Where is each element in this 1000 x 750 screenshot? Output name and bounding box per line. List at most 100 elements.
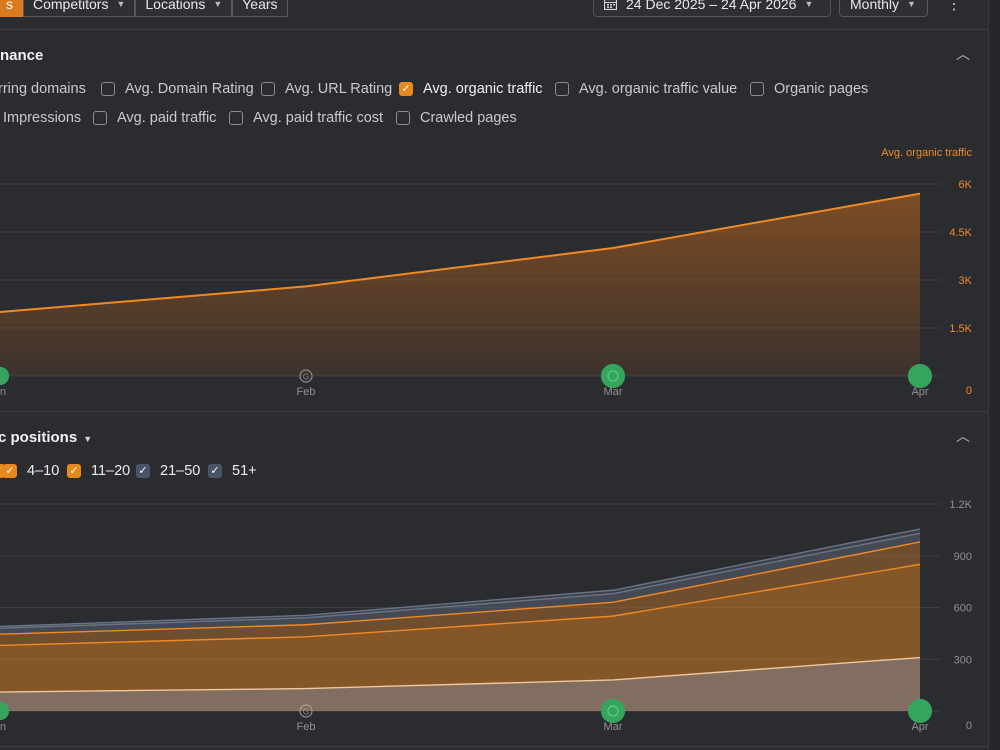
x-tick-label: Apr (911, 386, 928, 398)
annotation-marker (601, 699, 625, 723)
scrollbar[interactable] (988, 0, 1000, 750)
organic-traffic-chart[interactable]: Avg. organic traffic 6K 4.5K 3K 1.5K 0 an Feb Ma… (0, 140, 988, 405)
date-range-picker[interactable]: 24 Dec 2025 – 24 Apr 2026 ▼ (593, 0, 831, 17)
calendar-icon (604, 0, 617, 10)
filter-51-plus[interactable]: ✓ 51+ (208, 462, 257, 480)
divider (0, 746, 988, 747)
checkbox[interactable] (229, 111, 243, 125)
y-axis-title: Avg. organic traffic (881, 147, 972, 159)
checkbox-checked[interactable]: ✓ (399, 82, 413, 96)
checkbox[interactable] (261, 82, 275, 96)
google-letter: G (303, 708, 309, 717)
x-tick-label: Mar (604, 386, 623, 398)
y-tick-label: 1.5K (949, 323, 972, 335)
annotation-marker (0, 702, 9, 720)
x-tick-label: Mar (604, 721, 623, 733)
annotation-marker (0, 367, 9, 385)
metric-avg-paid-traffic[interactable]: Avg. paid traffic (93, 109, 216, 127)
x-tick-label: Feb (297, 721, 316, 733)
tab-years[interactable]: Years (232, 0, 288, 17)
y-tick-label: 300 (954, 654, 972, 666)
metric-label: Crawled pages (420, 110, 517, 126)
x-tick-label: Apr (911, 721, 928, 733)
divider (0, 29, 988, 30)
metric-avg-domain-rating[interactable]: Avg. Domain Rating (101, 80, 254, 98)
filter-4-10[interactable]: ✓ 4–10 (3, 462, 59, 480)
x-tick-label: an (0, 721, 6, 733)
filter-label: 4–10 (27, 463, 60, 479)
metric-label: Avg. organic traffic value (579, 81, 738, 97)
filter-21-50[interactable]: ✓ 21–50 (136, 462, 200, 480)
more-vertical-icon[interactable]: ⋮ (946, 0, 962, 13)
chevron-down-icon: ▼ (116, 0, 126, 9)
tab-overview[interactable]: s (0, 0, 23, 17)
series-line (0, 563, 921, 647)
filter-label: 11–20 (91, 463, 131, 479)
date-range-label: 24 Dec 2025 – 24 Apr 2026 (626, 0, 797, 12)
checkbox-checked[interactable]: ✓ (3, 464, 17, 478)
metric-crawled-pages[interactable]: Crawled pages (396, 109, 517, 127)
metric-label: Avg. paid traffic cost (253, 110, 384, 126)
checkbox[interactable] (750, 82, 764, 96)
tab-label: Competitors (33, 0, 109, 12)
filter-label: 21–50 (160, 463, 201, 479)
metric-avg-organic-traffic[interactable]: ✓ Avg. organic traffic (399, 80, 543, 98)
tab-group: s Competitors ▼ Locations ▼ Years (0, 0, 288, 17)
metric-avg-url-rating[interactable]: Avg. URL Rating (261, 80, 392, 98)
series-line (0, 541, 921, 635)
y-tick-label: 0 (966, 385, 972, 397)
series-line (0, 528, 921, 628)
annotation-marker (908, 699, 932, 723)
filter-11-20[interactable]: ✓ 11–20 (67, 462, 130, 480)
checkbox[interactable] (101, 82, 115, 96)
filter-label: 51+ (232, 463, 257, 479)
metric-avg-organic-traffic-value[interactable]: Avg. organic traffic value (555, 80, 737, 98)
checkbox[interactable] (555, 82, 569, 96)
series-line (0, 656, 921, 693)
checkbox-checked[interactable]: ✓ (67, 464, 81, 478)
tab-label: Locations (145, 0, 206, 12)
tab-label: Years (242, 0, 278, 12)
chevron-down-icon: ▼ (907, 0, 916, 9)
series-area (0, 193, 920, 376)
toolbar: s Competitors ▼ Locations ▼ Years 24 Dec 2… (0, 0, 1000, 28)
chevron-down-icon: ▼ (213, 0, 223, 9)
checkbox[interactable] (93, 111, 107, 125)
y-tick-label: 4.5K (949, 227, 972, 239)
metric-avg-paid-traffic-cost[interactable]: Avg. paid traffic cost (229, 109, 383, 127)
y-tick-label: 3K (959, 275, 973, 287)
organic-positions-chart[interactable]: 1.2K 900 600 300 0 an Feb Mar Apr G (0, 495, 988, 745)
chevron-up-icon[interactable]: ︿ (956, 46, 970, 62)
y-tick-label: 600 (954, 603, 972, 615)
annotation-marker (601, 364, 625, 388)
checkbox-checked[interactable]: ✓ (136, 464, 150, 478)
metric-impressions[interactable]: Impressions (3, 109, 81, 127)
metric-referring-domains[interactable]: rring domains (0, 80, 86, 98)
google-letter: G (303, 373, 309, 382)
y-tick-label: 0 (966, 720, 972, 732)
tab-locations[interactable]: Locations ▼ (135, 0, 233, 17)
annotation-ring (607, 705, 619, 717)
chevron-up-icon[interactable]: ︿ (956, 428, 970, 444)
x-tick-label: an (0, 386, 6, 398)
divider (0, 411, 988, 412)
checkbox-checked[interactable]: ✓ (208, 464, 222, 478)
y-tick-label: 1.2K (949, 499, 972, 511)
x-tick-label: Feb (297, 386, 316, 398)
checkbox[interactable] (396, 111, 410, 125)
y-tick-label: 6K (959, 179, 973, 191)
metric-label: Avg. organic traffic (423, 81, 543, 97)
interval-select[interactable]: Monthly ▼ (839, 0, 928, 17)
metric-organic-pages[interactable]: Organic pages (750, 80, 868, 98)
interval-label: Monthly (850, 0, 900, 12)
section-title-positions[interactable]: c positions ▼ (0, 429, 92, 446)
series-line (0, 532, 921, 629)
series-line (0, 192, 921, 313)
metric-label: Avg. Domain Rating (125, 81, 254, 97)
metric-label: Avg. paid traffic (117, 110, 217, 126)
tab-label: s (6, 0, 13, 12)
annotation-ring (607, 370, 619, 382)
chevron-down-icon: ▼ (804, 0, 814, 9)
tab-competitors[interactable]: Competitors ▼ (23, 0, 136, 17)
metric-label: Impressions (3, 110, 82, 126)
